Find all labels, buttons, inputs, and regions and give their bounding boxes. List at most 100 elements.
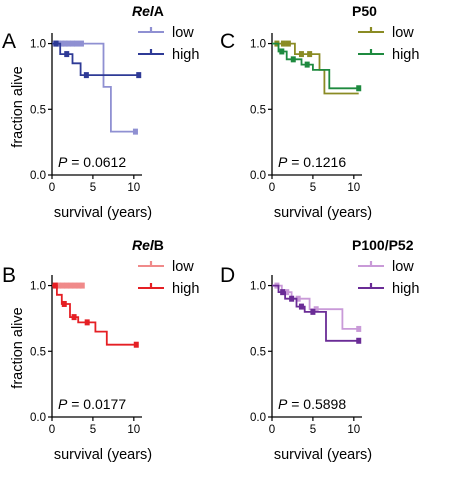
x-axis-label: survival (years) xyxy=(274,447,372,463)
censor-mark-low xyxy=(356,325,362,332)
x-tick-label: 10 xyxy=(127,182,140,194)
p-value-number: = 0.0177 xyxy=(67,396,126,412)
series-line-low xyxy=(52,42,136,133)
y-tick-label: 0.5 xyxy=(30,346,46,358)
censor-mark-low xyxy=(60,282,66,289)
x-axis-label: survival (years) xyxy=(54,205,152,221)
censor-mark-high xyxy=(64,51,70,58)
gene-title: P100/P52 xyxy=(352,237,414,253)
y-tick-label: 1.0 xyxy=(250,39,266,51)
legend-label-low: low xyxy=(172,259,194,275)
censor-mark-low xyxy=(76,282,82,289)
x-tick-label: 10 xyxy=(347,424,360,436)
p-value-number: = 0.0612 xyxy=(67,154,126,170)
censor-mark-low xyxy=(72,282,78,289)
x-tick-label: 10 xyxy=(347,182,360,194)
legend-label-high: high xyxy=(392,47,419,63)
censor-mark-high xyxy=(61,300,67,307)
censor-mark-low xyxy=(64,282,70,289)
y-tick-label: 0.0 xyxy=(250,170,266,182)
series-line-high xyxy=(272,42,359,90)
censor-mark-low xyxy=(313,306,319,313)
censor-mark-high xyxy=(304,61,310,68)
panel-letter: A xyxy=(2,30,16,53)
p-value: P = 0.1216 xyxy=(278,154,346,170)
p-value-symbol: P xyxy=(58,154,68,170)
gene-title: RelA xyxy=(132,3,164,19)
p-value-symbol: P xyxy=(58,396,68,412)
gene-title: RelB xyxy=(132,237,164,253)
censor-mark-high xyxy=(83,72,89,79)
legend-label-high: high xyxy=(172,47,199,63)
censor-mark-high xyxy=(356,337,362,344)
gene-title-text: P50 xyxy=(352,3,377,19)
censor-mark-low xyxy=(56,282,62,289)
censor-mark-high xyxy=(290,56,296,63)
p-value: P = 0.0612 xyxy=(58,154,126,170)
censor-mark-high xyxy=(71,314,77,321)
censor-mark-low xyxy=(62,40,68,47)
panel-letter: D xyxy=(220,264,235,287)
censor-mark-high xyxy=(133,341,139,348)
p-value-number: = 0.5898 xyxy=(287,396,346,412)
series-line-high xyxy=(52,42,139,76)
x-tick-label: 0 xyxy=(49,424,55,436)
censor-mark-low xyxy=(132,128,138,135)
x-tick-label: 0 xyxy=(269,424,275,436)
x-tick-label: 5 xyxy=(90,424,96,436)
y-tick-label: 0.5 xyxy=(250,104,266,116)
series-line-low xyxy=(272,42,359,95)
x-tick-label: 0 xyxy=(49,182,55,194)
gene-title-text: A xyxy=(154,3,164,19)
censor-mark-low xyxy=(298,51,304,58)
legend-label-low: low xyxy=(392,259,414,275)
gene-title-text: P100/P52 xyxy=(352,237,414,253)
x-tick-label: 5 xyxy=(310,424,316,436)
censor-mark-low xyxy=(69,40,75,47)
gene-title-italic: Rel xyxy=(132,3,155,19)
y-axis-label: fraction alive xyxy=(10,66,26,147)
p-value-symbol: P xyxy=(278,154,288,170)
censor-mark-high xyxy=(356,85,362,92)
censor-mark-low xyxy=(68,282,74,289)
censor-mark-high xyxy=(298,303,304,310)
censor-mark-low xyxy=(65,40,71,47)
p-value: P = 0.5898 xyxy=(278,396,346,412)
censor-mark-high xyxy=(279,48,285,55)
gene-title-italic: Rel xyxy=(132,237,155,253)
legend-label-high: high xyxy=(172,281,199,297)
y-tick-label: 0.5 xyxy=(250,346,266,358)
censor-mark-low xyxy=(79,282,85,289)
censor-mark-low xyxy=(280,40,286,47)
panel-c: C P50 0.0 0.5 1.0 0 5 10 survival (years) low high… xyxy=(220,3,419,221)
censor-mark-high xyxy=(310,308,316,315)
y-tick-label: 0.0 xyxy=(30,412,46,424)
y-tick-label: 0.0 xyxy=(250,412,266,424)
censor-mark-high xyxy=(84,319,90,326)
p-value-number: = 0.1216 xyxy=(287,154,346,170)
censor-mark-low xyxy=(307,51,313,58)
x-tick-label: 5 xyxy=(90,182,96,194)
x-tick-label: 0 xyxy=(269,182,275,194)
series-line-high xyxy=(272,284,359,342)
x-axis-label: survival (years) xyxy=(54,447,152,463)
x-axis-label: survival (years) xyxy=(274,205,372,221)
y-tick-label: 1.0 xyxy=(250,281,266,293)
panel-letter: B xyxy=(2,264,16,287)
y-tick-label: 1.0 xyxy=(30,39,46,51)
legend-label-high: high xyxy=(392,281,419,297)
p-value: P = 0.0177 xyxy=(58,396,126,412)
panel-d: D P100/P52 0.0 0.5 1.0 0 5 10 survival (years) lo… xyxy=(220,237,419,463)
censor-mark-high xyxy=(289,295,295,302)
y-tick-label: 0.5 xyxy=(30,104,46,116)
y-tick-label: 0.0 xyxy=(30,170,46,182)
legend-label-low: low xyxy=(172,25,194,41)
gene-title: P50 xyxy=(352,3,377,19)
censor-mark-low xyxy=(59,40,65,47)
legend-label-low: low xyxy=(392,25,414,41)
x-tick-label: 10 xyxy=(127,424,140,436)
p-value-symbol: P xyxy=(278,396,288,412)
